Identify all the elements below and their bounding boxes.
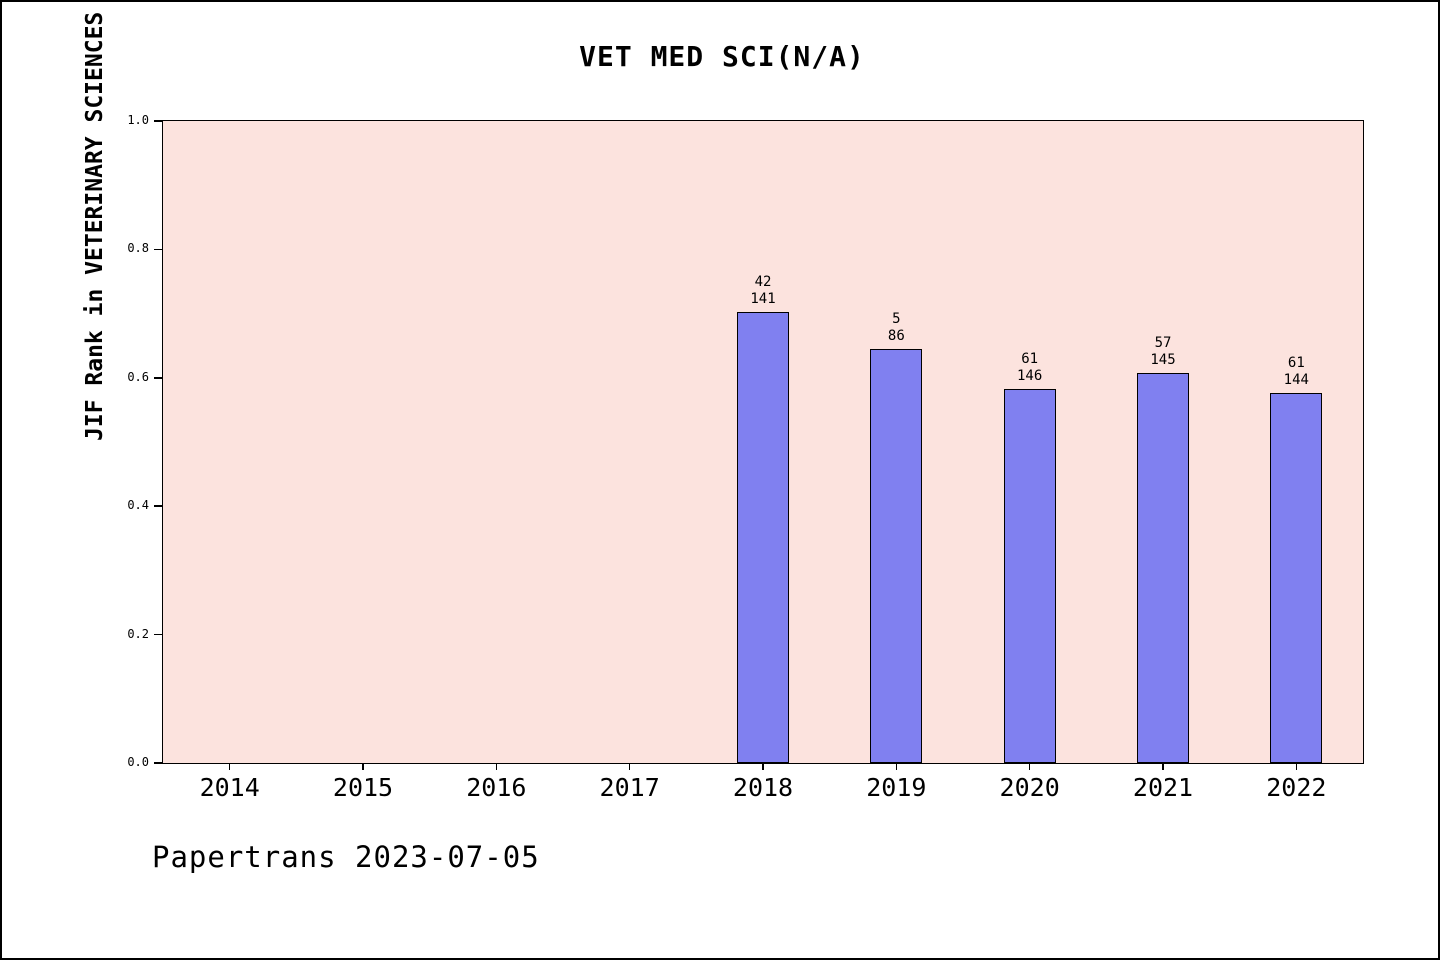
bar xyxy=(1137,373,1189,763)
y-tick-label: 0.8 xyxy=(127,241,149,256)
x-tick-mark xyxy=(1162,763,1164,770)
bar-annotation: 42 141 xyxy=(750,274,776,308)
y-tick-label: 0.6 xyxy=(127,369,149,384)
x-tick-mark xyxy=(762,763,764,770)
bar xyxy=(1270,393,1323,763)
chart-title: VET MED SCI(N/A) xyxy=(579,40,865,73)
y-tick-label: 0.0 xyxy=(127,755,149,769)
y-tick-mark xyxy=(153,248,162,251)
bar-annotation: 61 146 xyxy=(1017,351,1043,385)
y-tick-mark xyxy=(153,505,162,507)
y-tick-mark xyxy=(153,633,162,636)
x-tick-label: 2016 xyxy=(466,773,527,802)
bar-annotation: 57 145 xyxy=(1150,335,1176,369)
x-tick-mark xyxy=(1295,763,1298,770)
x-tick-label: 2022 xyxy=(1266,773,1327,802)
x-tick-label: 2021 xyxy=(1132,773,1194,802)
x-tick-label: 2017 xyxy=(599,773,660,802)
x-tick-label: 2014 xyxy=(199,773,260,802)
x-tick-mark xyxy=(1028,763,1031,770)
x-tick-label: 2018 xyxy=(732,773,794,802)
x-tick-mark xyxy=(228,763,231,770)
x-tick-mark xyxy=(628,763,631,770)
bar xyxy=(737,312,789,763)
bar-annotation: 5 86 xyxy=(887,310,905,344)
bar xyxy=(1003,389,1056,763)
bar xyxy=(870,348,923,763)
x-tick-mark xyxy=(362,763,364,770)
y-tick-mark xyxy=(153,120,162,122)
y-tick-label: 0.4 xyxy=(127,498,149,513)
plot-area: 0.0 0.2 0.4 0.6 0.8 1.0 2014 2015 2016 2017 2018 42… xyxy=(127,113,1364,802)
y-tick-label: 1.0 xyxy=(127,113,149,127)
footer-text: Papertrans 2023-07-05 xyxy=(152,840,540,874)
x-tick-mark xyxy=(895,763,898,770)
y-tick-mark xyxy=(153,377,162,379)
bar-annotation: 61 144 xyxy=(1283,355,1309,389)
y-tick-label: 0.2 xyxy=(127,626,149,641)
x-tick-label: 2015 xyxy=(332,773,394,802)
y-tick-mark xyxy=(153,762,162,764)
x-tick-label: 2020 xyxy=(999,773,1060,802)
x-tick-mark xyxy=(495,763,498,770)
x-tick-label: 2019 xyxy=(866,773,927,802)
